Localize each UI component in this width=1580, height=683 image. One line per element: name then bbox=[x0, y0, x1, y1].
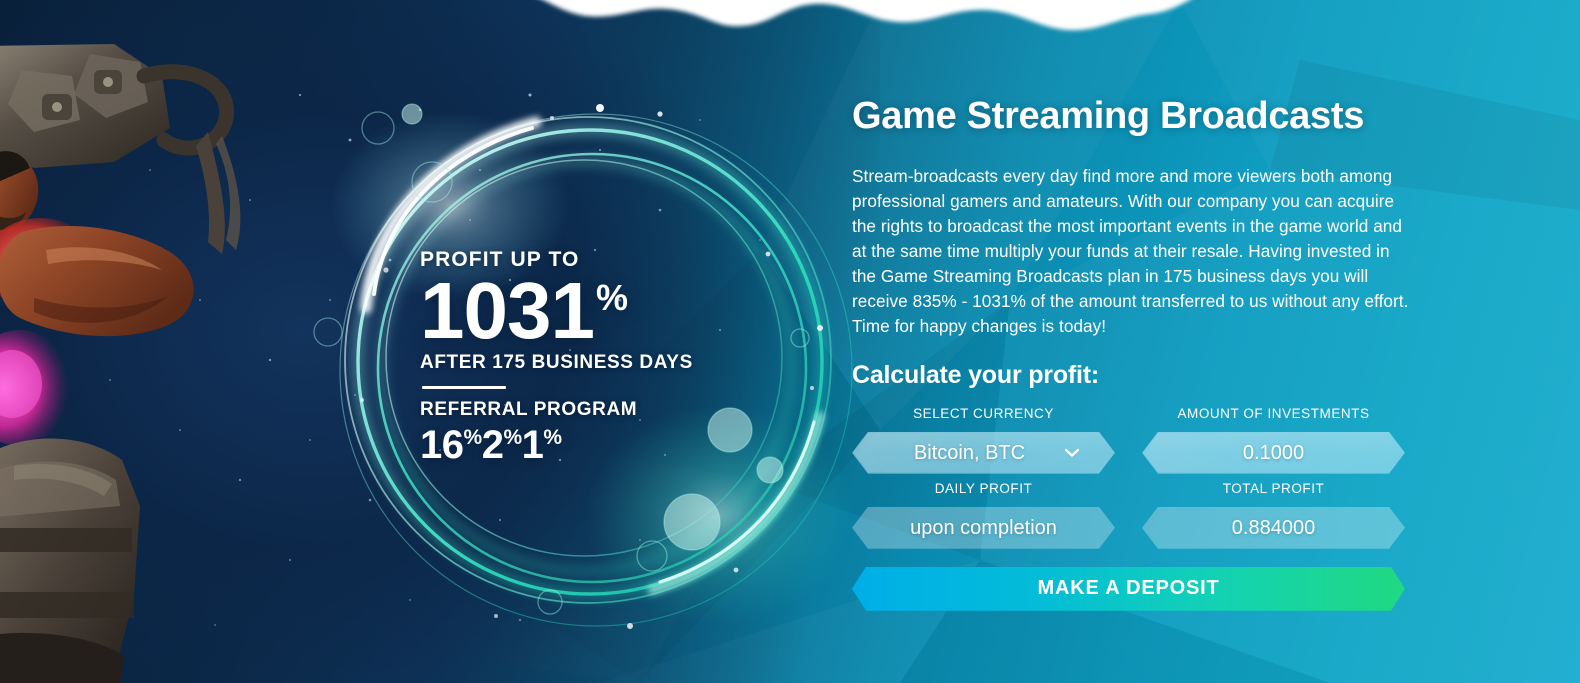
game-character-artwork bbox=[0, 36, 264, 683]
referral-level-2-value: 2 bbox=[481, 422, 504, 467]
calculator-heading: Calculate your profit: bbox=[852, 360, 1100, 389]
total-profit-label: TOTAL PROFIT bbox=[1222, 480, 1325, 496]
referral-level-3-sign: % bbox=[543, 425, 562, 449]
referral-level-1-sign: % bbox=[463, 425, 483, 449]
total-profit-value-field: 0.884000 bbox=[1142, 507, 1405, 549]
badge-profit-value: 1031 bbox=[420, 266, 595, 355]
amount-input-value: 0.1000 bbox=[1242, 441, 1305, 464]
plan-description: Stream-broadcasts every day find more an… bbox=[852, 165, 1409, 336]
daily-profit-label: DAILY PROFIT bbox=[934, 480, 1033, 496]
make-a-deposit-button-label: MAKE A DEPOSIT bbox=[1037, 577, 1220, 600]
plan-details-panel: Game Streaming Broadcasts Stream-broadca… bbox=[852, 95, 1412, 611]
amount-input[interactable]: 0.1000 bbox=[1142, 432, 1405, 474]
total-profit-value: 0.884000 bbox=[1231, 516, 1316, 539]
amount-field-label: AMOUNT OF INVESTMENTS bbox=[1177, 405, 1370, 421]
badge-divider bbox=[422, 385, 506, 389]
chevron-down-icon bbox=[1065, 448, 1079, 457]
badge-profit-percent: 1031% bbox=[420, 271, 750, 351]
badge-term: AFTER 175 BUSINESS DAYS bbox=[420, 351, 693, 373]
page-title: Game Streaming Broadcasts bbox=[852, 95, 1365, 137]
badge-profit-percent-sign: % bbox=[595, 277, 628, 318]
profit-calculator: SELECT CURRENCY AMOUNT OF INVESTMENTS Bi… bbox=[852, 406, 1412, 549]
top-wave-decoration bbox=[0, 0, 1580, 62]
referral-level-1-value: 16 bbox=[420, 422, 464, 467]
currency-select-value: Bitcoin, BTC bbox=[913, 441, 1026, 464]
badge-referral-label: REFERRAL PROGRAM bbox=[420, 398, 638, 420]
currency-field-label: SELECT CURRENCY bbox=[913, 405, 1054, 421]
daily-profit-value-field: upon completion bbox=[852, 507, 1115, 549]
badge-referral-levels: 16%2%1% bbox=[420, 423, 750, 468]
currency-select[interactable]: Bitcoin, BTC bbox=[852, 432, 1115, 474]
profit-badge: PROFIT UP TO 1031% AFTER 175 BUSINESS DA… bbox=[420, 248, 750, 468]
referral-level-3-value: 1 bbox=[521, 422, 544, 467]
daily-profit-value: upon completion bbox=[910, 516, 1057, 539]
referral-level-2-sign: % bbox=[503, 425, 522, 449]
make-a-deposit-button[interactable]: MAKE A DEPOSIT bbox=[852, 567, 1405, 611]
